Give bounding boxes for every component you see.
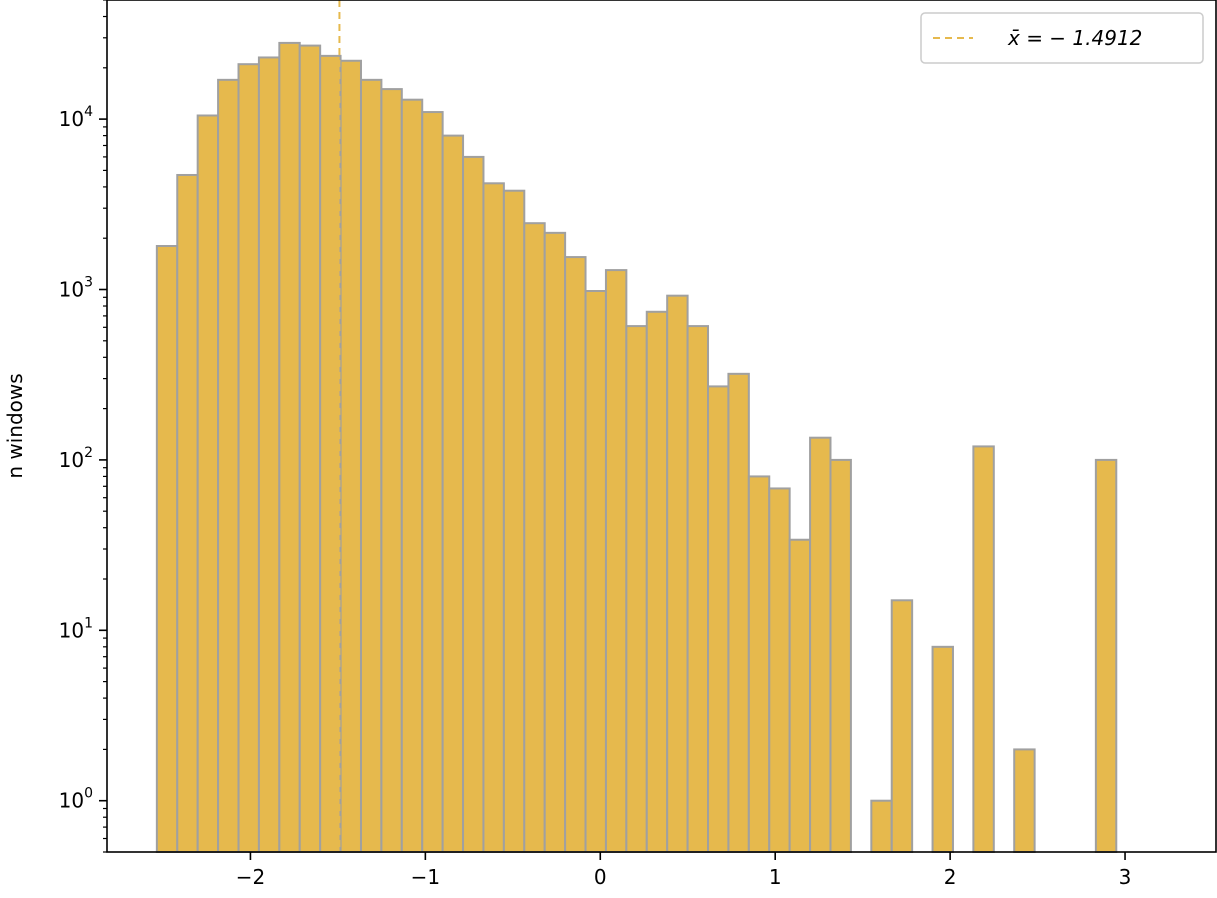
histogram-bar [870,799,893,853]
histogram-bar [339,59,362,853]
x-tick-label: 0 [594,865,607,889]
histogram-bar [421,111,444,854]
histogram-bar [707,385,730,853]
histogram-bar [176,173,199,854]
histogram-bar [1013,748,1036,854]
histogram-bar [502,189,526,854]
histogram-bar [482,182,505,854]
histogram-bar [217,78,240,853]
histogram-bar [155,245,179,854]
histogram-bar [278,41,301,854]
y-axis-label: n windows [3,373,27,478]
histogram-bar [645,310,669,853]
y-tick-label: 102 [59,445,93,472]
histogram-bar [666,294,689,853]
histogram-bar [543,231,567,853]
histogram-bar [441,134,465,853]
y-tick-label: 103 [59,275,93,302]
histogram-bar [604,269,628,853]
legend-box [920,12,1204,64]
x-tick-label: 1 [769,865,782,889]
histogram-bar [972,445,995,853]
x-tick-label: 2 [944,865,957,889]
histogram-bar [625,325,648,853]
histogram-bar [462,155,485,853]
histogram-bar [809,436,832,853]
histogram-bar [727,372,750,853]
histogram-bar [237,63,260,854]
histogram-bar [523,222,546,853]
histogram-bar [196,114,220,853]
x-tick-label: −1 [411,865,440,889]
histogram-bar [564,256,587,853]
y-axis: 100 101 102 103 104 [59,0,107,853]
x-tick-label: 3 [1119,865,1132,889]
histogram-bar [359,78,383,853]
histogram-bar [686,325,710,853]
plot-frame [106,0,1217,853]
histogram-bar [768,487,791,853]
histogram-bar [788,538,812,853]
histogram-bar [319,54,342,854]
legend: x̄ = − 1.4912 [920,12,1204,64]
bars-layer [155,41,1118,854]
histogram-bar [380,88,403,854]
histogram-bar [931,645,954,853]
x-axis: −2 −1 0 1 2 3 [236,852,1132,889]
histogram-bar [890,599,914,853]
legend-label: x̄ = − 1.4912 [1007,26,1142,50]
y-tick-label: 104 [59,104,93,131]
histogram-bar [257,56,281,853]
histogram-bar [1094,458,1118,853]
histogram-bar [829,458,852,853]
y-tick-label: 100 [59,786,93,813]
x-tick-label: −2 [236,865,265,889]
histogram-bar [298,44,322,854]
y-tick-label: 101 [59,615,93,642]
histogram-bar [584,289,607,853]
histogram-bar [400,98,424,854]
histogram-bar [747,475,771,853]
